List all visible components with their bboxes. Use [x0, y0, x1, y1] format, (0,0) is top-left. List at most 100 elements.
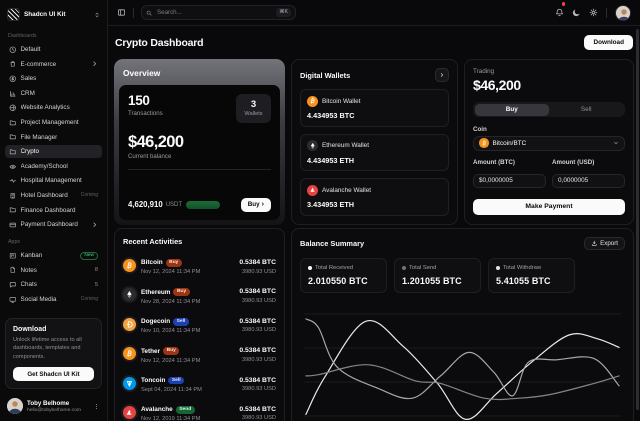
main-area: ⌘K Crypto Dashboard Download	[108, 0, 640, 421]
user-avatar	[7, 398, 23, 414]
stat-label: Total Send	[409, 265, 437, 271]
sidebar-item-icon	[9, 296, 17, 304]
sidebar-item[interactable]: Default	[5, 43, 102, 56]
activity-btc-amount: 0.5384 BTC	[239, 288, 276, 296]
wallet-row[interactable]: Avalanche Wallet 3.434953 ETH	[300, 178, 449, 216]
workspace-switcher[interactable]: Shadcn UI Kit	[0, 0, 107, 25]
amount-usd-label: Amount (USD)	[552, 159, 595, 166]
amount-usd-input[interactable]	[552, 173, 625, 188]
sidebar-item-icon	[9, 221, 17, 229]
promo-title: Download	[13, 325, 47, 333]
sidebar-item[interactable]: Chats 5	[5, 278, 102, 291]
activity-coin-name: Avalanche	[141, 406, 173, 414]
activity-action-badge: Send	[175, 405, 195, 414]
sidebar-item[interactable]: Crypto	[5, 145, 102, 159]
vertical-scrollbar[interactable]	[636, 29, 639, 410]
activity-row[interactable]: Ethereum Buy Nov 28, 2024 11:34 PM 0.538…	[123, 288, 276, 305]
sidebar-item[interactable]: Payment Dashboard	[5, 218, 102, 231]
wallets-more-button[interactable]	[435, 68, 449, 82]
sidebar-item[interactable]: Finance Dashboard	[5, 204, 102, 217]
wallet-row[interactable]: Bitcoin Wallet 4.434953 BTC	[300, 89, 449, 127]
status-badge: New	[80, 251, 98, 260]
activity-row[interactable]: Toncoin Sell Sept 04, 2024 11:34 PM 0.53…	[123, 376, 276, 393]
coin-select[interactable]: Bitcoin/BTC	[473, 135, 625, 151]
chart-line-send	[305, 317, 620, 399]
theme-toggle-moon-icon[interactable]	[572, 8, 581, 17]
wallet-row[interactable]: Ethereum Wallet 4.434953 ETH	[300, 133, 449, 171]
sidebar-item-icon	[9, 252, 17, 260]
tab-sell[interactable]: Sell	[580, 106, 592, 113]
profile-avatar[interactable]	[615, 4, 631, 21]
activity-date: Nov 12, 2024 11:34 PM	[141, 269, 201, 276]
sidebar-item[interactable]: Sales	[5, 72, 102, 85]
transactions-label: Transactions	[128, 110, 163, 117]
activity-row[interactable]: Bitcoin Buy Nov 12, 2024 11:34 PM 0.5384…	[123, 259, 276, 275]
activity-date: Sept 04, 2024 11:34 PM	[141, 386, 202, 393]
more-options-icon[interactable]	[93, 403, 100, 410]
export-button[interactable]: Export	[583, 237, 625, 250]
count-badge: 8	[94, 267, 98, 274]
sidebar-item-icon	[9, 148, 17, 156]
status-badge: Coming	[80, 296, 98, 303]
activity-btc-amount: 0.5384 BTC	[239, 347, 276, 355]
divider	[128, 169, 271, 170]
amount-btc-label: Amount (BTC)	[473, 159, 515, 166]
count-badge: 5	[94, 281, 98, 288]
sidebar-item[interactable]: Website Analytics	[5, 101, 102, 114]
sidebar-item[interactable]: Notes 8	[5, 264, 102, 277]
wallets-count: 3	[250, 99, 257, 111]
sidebar-item-icon	[9, 75, 17, 83]
download-button[interactable]: Download	[584, 35, 633, 50]
usdt-value: 4,620,910	[128, 200, 163, 210]
topbar: ⌘K	[108, 0, 640, 26]
activity-usd-amount: 3980.93 USD	[241, 415, 276, 421]
tab-buy[interactable]: Buy	[474, 103, 549, 116]
promo-description: Unlock lifetime access to all dashboards…	[13, 336, 82, 360]
notifications-button[interactable]	[555, 2, 565, 22]
chart-line-withdraw	[305, 363, 620, 400]
search-input[interactable]	[155, 8, 274, 17]
sidebar: Shadcn UI Kit Dashboards Default	[0, 0, 108, 421]
usdt-trend-pill	[186, 200, 221, 209]
search-box[interactable]: ⌘K	[141, 5, 296, 20]
sidebar-item[interactable]: Social Media Coming	[5, 293, 102, 306]
amount-btc-input[interactable]	[473, 173, 546, 188]
sidebar-item[interactable]: Project Management	[5, 116, 102, 129]
brand-logo	[7, 8, 20, 21]
search-icon	[146, 10, 152, 16]
sidebar-item[interactable]: File Manager	[5, 131, 102, 144]
chevrons-up-down-icon	[94, 12, 100, 18]
activity-usd-amount: 3980.93 USD	[241, 327, 276, 334]
divider	[606, 7, 607, 18]
sidebar-item[interactable]: Hospital Management	[5, 174, 102, 187]
make-payment-button[interactable]: Make Payment	[473, 198, 625, 215]
overview-title: Overview	[123, 68, 161, 78]
arrow-right-icon: ›	[261, 201, 264, 209]
sidebar-item[interactable]: CRM	[5, 87, 102, 100]
sidebar-item[interactable]: Kanban New	[5, 249, 102, 262]
activity-row[interactable]: Avalanche Send Nov 12, 2019 11:34 PM 0.5…	[123, 405, 276, 421]
activity-row[interactable]: Dogecoin Sell Nov 10, 2024 11:34 PM 0.53…	[123, 317, 276, 334]
coin-icon	[123, 288, 136, 302]
export-icon	[591, 240, 598, 247]
notification-dot	[561, 2, 565, 6]
settings-gear-icon[interactable]	[589, 8, 598, 17]
buy-sell-tabs: Buy Sell	[473, 102, 625, 117]
stat-dot	[496, 266, 500, 270]
stat-label: Total Received	[315, 265, 354, 271]
activity-action-badge: Buy	[163, 347, 180, 355]
activity-row[interactable]: Tether Buy Nov 12, 2024 11:34 PM 0.5384 …	[123, 347, 276, 364]
coin-select-value: Bitcoin/BTC	[492, 139, 527, 147]
buy-button[interactable]: Buy ›	[240, 198, 271, 212]
sidebar-item[interactable]: Academy/School	[5, 160, 102, 173]
user-menu[interactable]: Toby Belhome hello@tobybelhome.com	[0, 393, 107, 421]
coin-icon	[307, 95, 318, 107]
coin-icon	[123, 376, 136, 390]
get-ui-kit-button[interactable]: Get Shadcn UI Kit	[13, 367, 94, 381]
sidebar-item[interactable]: Hotel Dashboard Coming	[5, 189, 102, 202]
sidebar-toggle-icon[interactable]	[117, 8, 126, 17]
sidebar-item-icon	[9, 281, 17, 289]
sidebar-item[interactable]: E-commerce	[5, 58, 102, 71]
activity-usd-amount: 3980.93 USD	[241, 297, 276, 304]
